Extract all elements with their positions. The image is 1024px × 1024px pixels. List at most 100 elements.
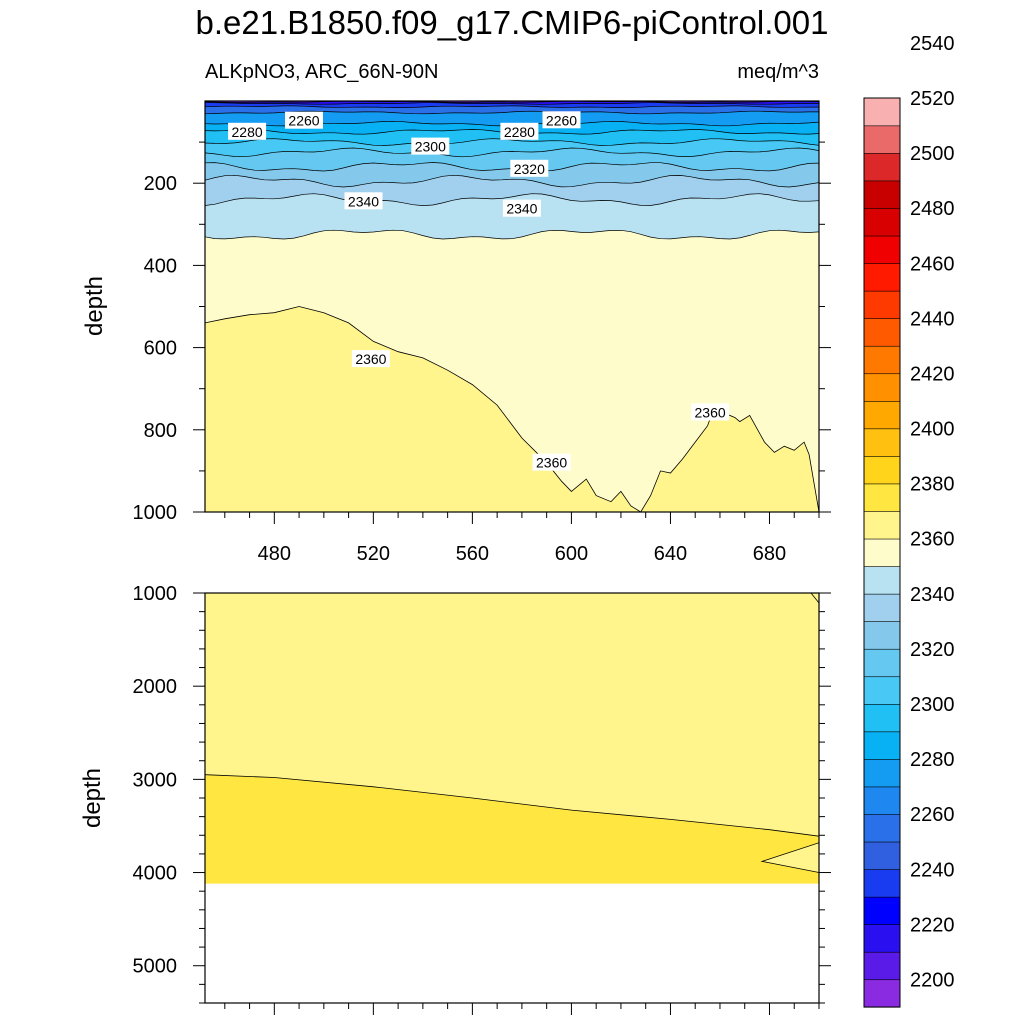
contour-label-box: [344, 192, 383, 210]
contour-line-2220: [205, 102, 819, 105]
contour-label-text: 2320: [514, 161, 545, 177]
x-tick-label: 560: [456, 543, 489, 565]
colorbar-box: [863, 428, 901, 457]
colorbar-box: [863, 152, 901, 182]
y-tick-label: 600: [144, 338, 177, 360]
colorbar-box: [863, 621, 901, 650]
contour-line-2300: [205, 138, 819, 146]
y-tick-label: 4000: [133, 863, 178, 885]
colorbar: 2540 2520 2500 2480 2460 2440 2420 2400 2380 2360…: [863, 33, 955, 1008]
contour-label-box: [351, 350, 390, 368]
colorbar-box: [863, 262, 901, 292]
contour-label-box: [228, 122, 267, 140]
contour-label-box: [500, 122, 539, 140]
colorbar-box: [863, 979, 901, 1008]
contour-label-text: 2280: [504, 124, 535, 140]
colorbar-label: 2220: [910, 914, 955, 936]
colorbar-box: [863, 951, 901, 981]
contour-label-text: 2360: [695, 405, 726, 421]
y-tick-label: 200: [144, 173, 177, 195]
contour-label-box: [510, 159, 549, 177]
contour-label-box: [285, 111, 323, 129]
colorbar-box: [863, 896, 901, 925]
colorbar-box: [863, 593, 901, 622]
y-tick-label: 3000: [133, 769, 178, 791]
colorbar-box: [863, 97, 901, 127]
contour-line-2310: [205, 147, 819, 158]
colorbar-label: 2200: [910, 970, 955, 992]
colorbar-box: [863, 400, 901, 430]
contour-line-2260: [205, 110, 819, 115]
contour-label-2260: 2260: [542, 111, 581, 129]
colorbar-box: [863, 841, 901, 870]
colorbar-box: [863, 538, 901, 567]
colorbar-label: 2520: [910, 88, 955, 110]
colorbar-box: [863, 703, 901, 733]
colorbar-box: [863, 318, 901, 347]
colorbar-box: [863, 207, 901, 237]
contour-label-text: 2340: [348, 193, 379, 209]
upper-y-axis-label: depth: [81, 276, 108, 336]
colorbar-box: [863, 235, 901, 264]
contour-label-text: 2280: [232, 124, 263, 140]
y-tick-label: 400: [144, 255, 177, 277]
x-tick-label: 640: [654, 543, 687, 565]
contour-label-2340: 2340: [344, 192, 383, 210]
y-tick-label: 2000: [133, 676, 178, 698]
colorbar-box: [863, 180, 901, 209]
colorbar-label: 2540: [910, 33, 955, 55]
colorbar-label: 2240: [910, 859, 955, 881]
contour-line-2200: [205, 101, 819, 103]
corner-contour: [810, 593, 819, 604]
colorbar-box: [863, 924, 901, 953]
colorbar-label: 2280: [910, 749, 955, 771]
lower-panel-fill: [205, 593, 819, 1003]
contour-label-text: 2360: [536, 455, 567, 471]
colorbar-box: [863, 813, 901, 843]
contour-line-2360: [205, 306, 819, 512]
colorbar-box: [863, 565, 901, 595]
colorbar-label: 2340: [910, 584, 955, 606]
axes-layer: 200 400 600 800 1000 480 520 560 600 640 680 depth 1…: [79, 100, 831, 1015]
colorbar-box: [863, 373, 901, 402]
y-tick-label: 1000: [133, 502, 178, 524]
x-tick-label: 520: [357, 543, 390, 565]
y-tick-label: 800: [144, 420, 177, 442]
colorbar-label: 2320: [910, 639, 955, 661]
colorbar-label: 2420: [910, 364, 955, 386]
contour-label-box: [542, 111, 581, 129]
colorbar-label: 2440: [910, 308, 955, 330]
contour-label-text: 2340: [506, 201, 537, 217]
contour-label-2340: 2340: [502, 199, 541, 217]
units-label: meq/m^3: [737, 61, 819, 83]
colorbar-box: [863, 731, 901, 760]
colorbar-box: [863, 758, 901, 788]
contour-label-text: 2300: [415, 139, 446, 155]
colorbar-label: 2480: [910, 198, 955, 220]
contour-label-text: 2360: [355, 351, 386, 367]
contour-label-2300: 2300: [411, 137, 450, 155]
upper-panel-contour-labels: 2260 2260 2280 2280 2300 2320 2340 2340 2360 2360…: [228, 111, 730, 471]
left-subtitle: ALKpNO3, ARC_66N-90N: [205, 61, 439, 83]
contour-label-box: [502, 199, 541, 217]
contour-label-2360: 2360: [532, 453, 571, 471]
band-2370-2380: [205, 774, 819, 884]
contour-line-2340: [205, 193, 819, 206]
contour-label-2320: 2320: [510, 159, 549, 177]
colorbar-box: [863, 786, 901, 815]
upper-panel-contours: [205, 101, 819, 512]
colorbar-label: 2260: [910, 804, 955, 826]
x-tick-label: 600: [555, 543, 588, 565]
colorbar-label: 2300: [910, 694, 955, 716]
colorbar-box: [863, 510, 901, 540]
contour-label-2360: 2360: [351, 350, 390, 368]
contour-label-2280: 2280: [228, 122, 267, 140]
y-tick-label: 5000: [133, 956, 178, 978]
contour-label-2260: 2260: [285, 111, 323, 129]
colorbar-box: [863, 455, 901, 485]
tongue-2360-line: [760, 842, 819, 873]
colorbar-box: [863, 125, 901, 154]
x-tick-label: 680: [753, 543, 786, 565]
contour-label-2280: 2280: [500, 122, 539, 140]
